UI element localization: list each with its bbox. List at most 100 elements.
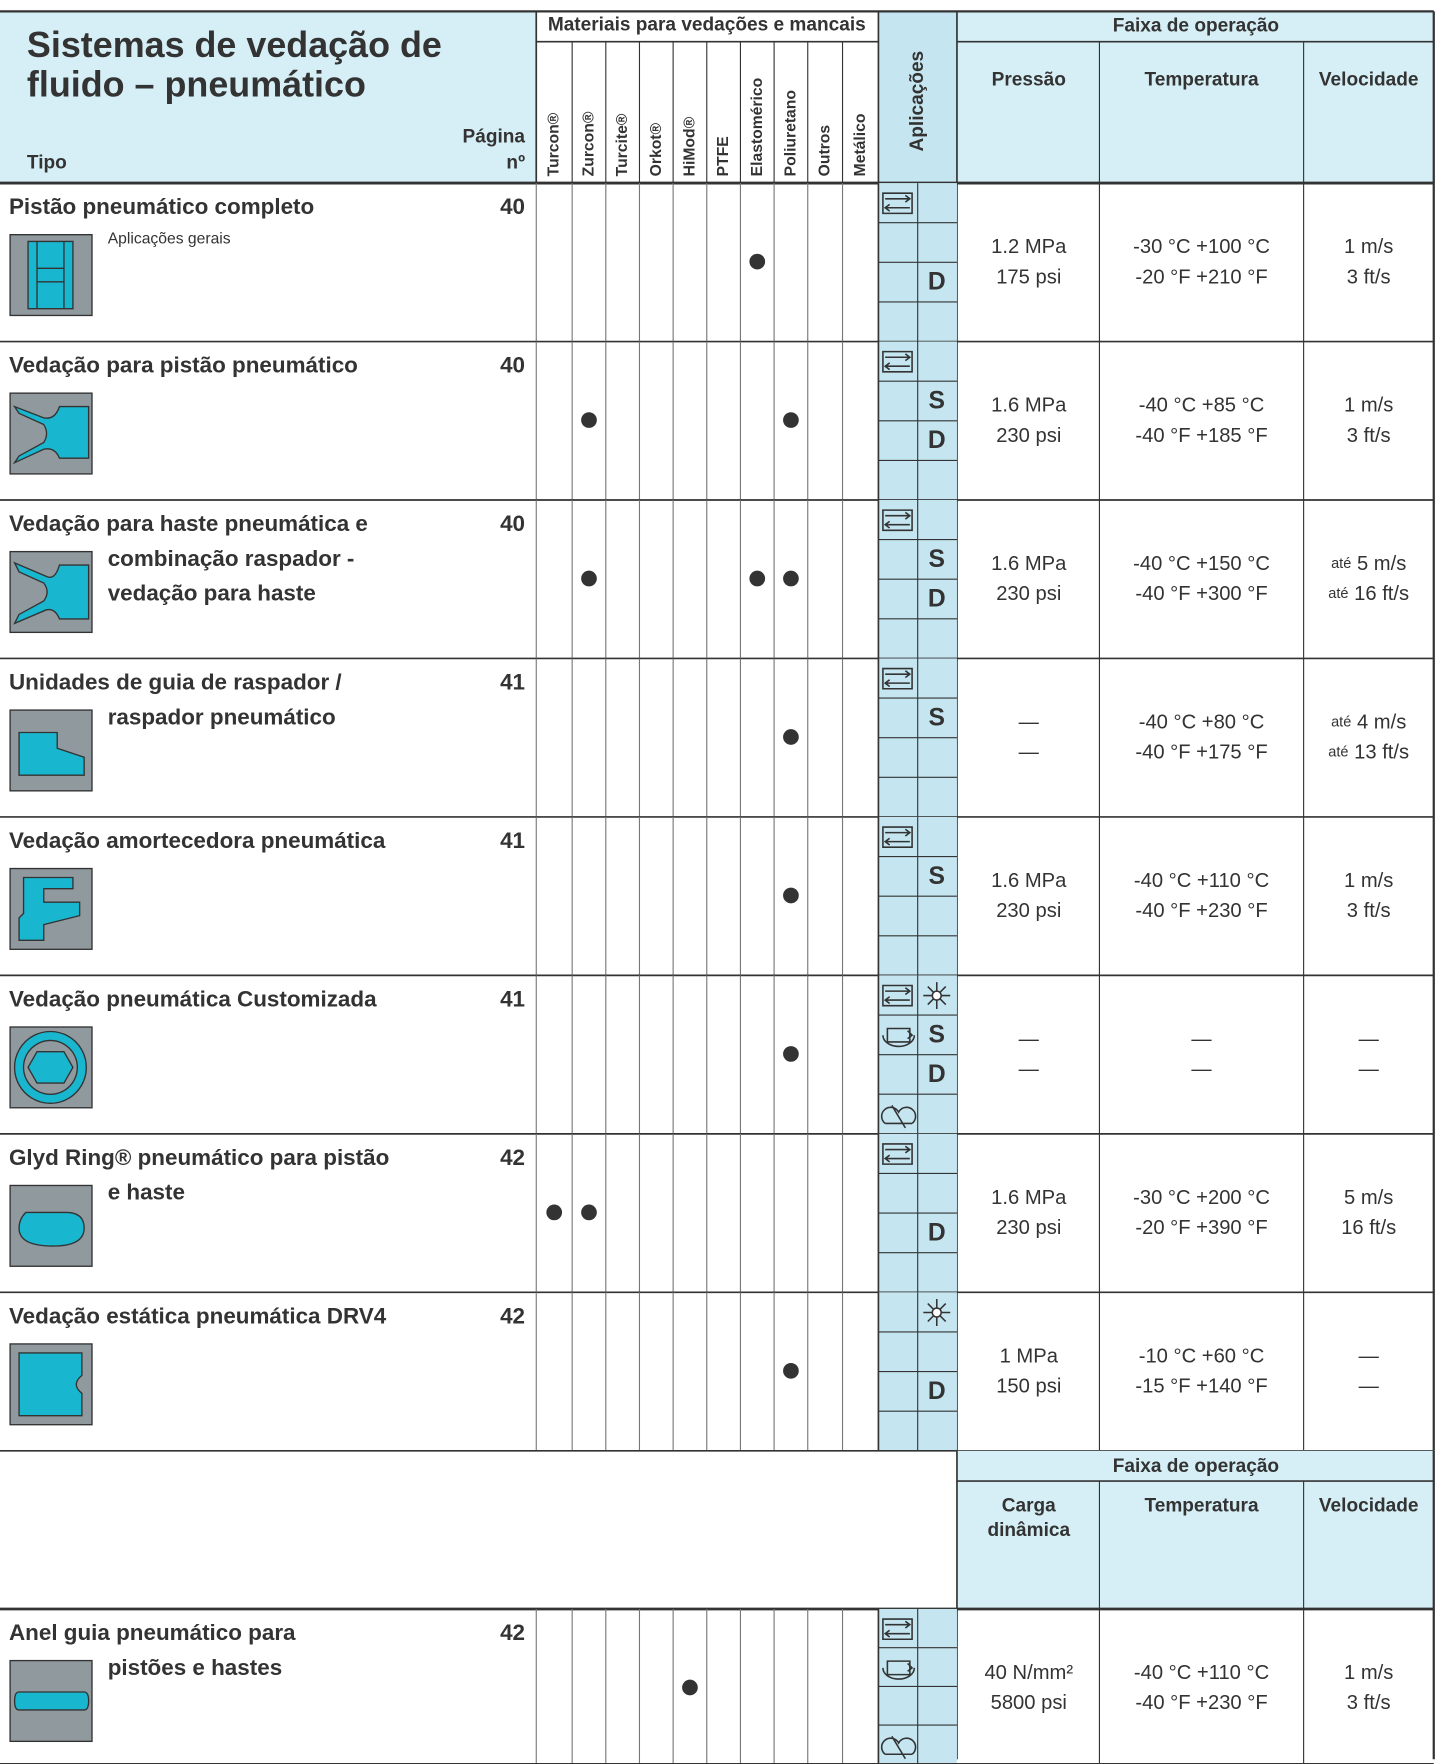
temperature-value: -40 °C +110 °C [1134,1662,1269,1684]
material-label: Metálico [852,114,869,177]
icon-shape [18,1211,85,1247]
icon-shape [13,561,90,625]
temperature-value: — [1191,1028,1212,1050]
material-label: Outros [817,125,834,177]
application-code: D [928,269,946,296]
speed-value: 3 ft/s [1347,900,1391,922]
icon-shape [18,1352,83,1417]
product-icon [9,1026,93,1109]
page-number: 42 [500,1145,525,1170]
icon-shape [27,240,74,310]
icon-part [882,667,913,690]
speed-value: 5 m/s [1344,1187,1393,1209]
application-code: D [928,586,946,613]
pressure-value: — [1019,742,1040,764]
icon-shape [18,731,85,776]
row-name: Vedação pneumática Customizada [9,986,377,1011]
material-label: HiMod® [681,116,698,176]
icon-part [931,1307,943,1318]
application-icon [880,1105,917,1129]
pressure-value: 1 MPa [1000,1345,1059,1367]
material-dot [546,1204,563,1221]
row-name: Vedação amortecedora pneumática [9,828,386,853]
material-dot [581,570,597,587]
icon-part [882,350,913,373]
application-icon [923,982,951,1010]
pressure-value: 175 psi [996,266,1061,288]
header-bg [956,11,1434,184]
application-icon [882,1143,913,1165]
temperature-value: -10 °C +60 °C [1139,1345,1265,1367]
product-icon [9,550,93,634]
type-label: Tipo [27,152,67,173]
temperature-value: -30 °C +200 °C [1133,1187,1270,1209]
temperature-value: -40 °C +80 °C [1139,711,1265,733]
application-icon [882,1660,916,1680]
application-icon [882,509,913,532]
speed-value: 1 m/s [1344,870,1393,892]
column-header: Velocidade [1319,1495,1419,1516]
icon-part [931,990,943,1001]
material-dot [783,1046,799,1062]
page-label: nº [506,152,525,173]
speed-value: até 4 m/s [1331,711,1406,733]
material-dot [783,412,799,428]
speed-value: — [1359,1345,1380,1367]
row-name: e haste [108,1180,185,1205]
material-dot [581,412,597,428]
speed-value: até 16 ft/s [1328,583,1409,605]
pressure-value: 230 psi [996,1217,1061,1239]
speed-value: 1 m/s [1344,1662,1393,1684]
header-bg [956,1450,1434,1609]
applications-label: Aplicações [907,51,928,152]
icon-part [882,1618,913,1641]
product-icon [9,867,93,950]
temperature-value: -40 °F +185 °F [1135,425,1267,447]
product-icon [9,1184,93,1267]
material-dot [749,570,766,587]
temperature-value: -40 °C +150 °C [1133,553,1270,575]
column-header: Velocidade [1319,69,1419,90]
row-name: Vedação estática pneumática DRV4 [9,1303,387,1328]
speed-prefix: até [1331,714,1351,730]
application-code: D [928,427,946,454]
row-name: Glyd Ring® pneumático para pistão [9,1145,389,1170]
product-icon [9,709,93,792]
materials-title: Materiais para vedações e mancais [548,14,866,35]
speed-value: — [1359,1376,1380,1398]
temperature-value: -20 °F +210 °F [1135,266,1267,288]
pressure-value: — [1019,1028,1040,1050]
page-number: 40 [500,353,525,378]
icon-part [882,509,913,532]
application-icon [882,667,913,690]
temperature-value: -30 °C +100 °C [1133,236,1270,258]
column-header: Carga [1002,1495,1056,1516]
row-name: Pistão pneumático completo [9,194,314,219]
icon-part [880,1735,917,1760]
speed-number: 13 ft/s [1354,742,1409,764]
product-icon [9,1659,93,1743]
row-name: combinação raspador - [108,546,355,571]
application-code: S [929,546,945,573]
page-number: 42 [500,1620,525,1645]
column-header: Pressão [992,69,1066,90]
pressure-value: 150 psi [996,1376,1061,1398]
speed-number: 5 m/s [1357,553,1406,575]
row-name: Vedação para haste pneumática e [9,511,368,536]
material-label: Orkot® [648,123,665,177]
icon-shape [13,1030,87,1104]
header-bg [0,11,537,184]
page-number: 41 [500,828,525,853]
material-label: Turcon® [546,112,563,176]
row-name: raspador pneumático [108,704,336,729]
material-dot [783,570,799,587]
application-code: S [929,704,945,731]
pressure-value: 230 psi [996,900,1061,922]
temperature-value: -40 °F +300 °F [1135,583,1267,605]
speed-value: 3 ft/s [1347,1692,1391,1714]
product-icon [9,1343,93,1426]
icon-part [882,984,913,1007]
row-name: vedação para haste [108,581,316,606]
temperature-value: — [1191,1059,1212,1081]
